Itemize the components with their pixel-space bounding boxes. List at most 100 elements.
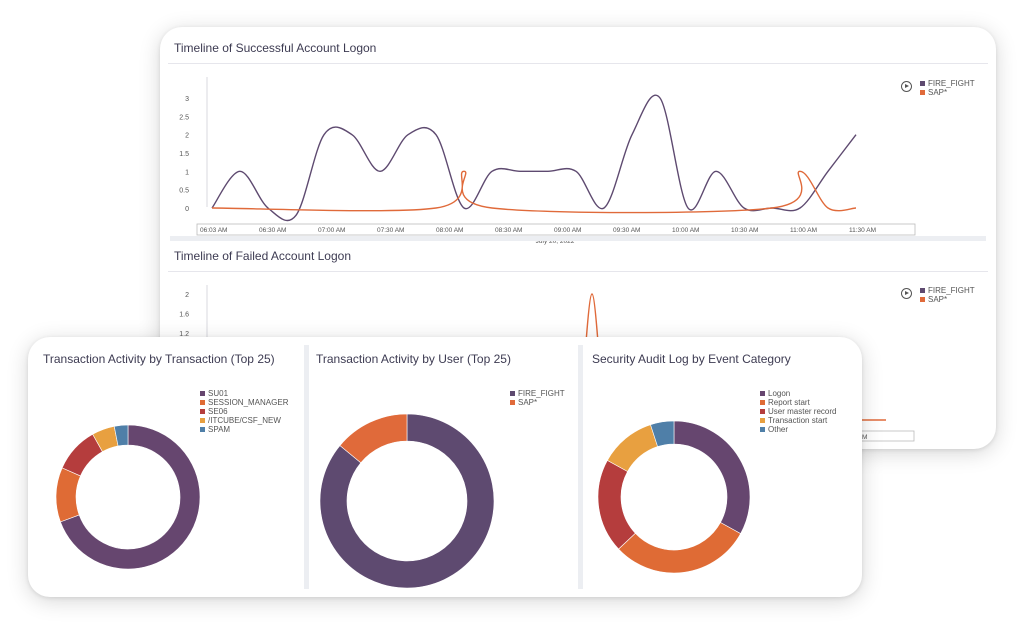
x-tick-label: 09:30 AM xyxy=(613,227,640,234)
legend-label: Report start xyxy=(768,398,810,407)
donut-slice-report-start xyxy=(618,522,742,574)
legend-item[interactable]: SE06 xyxy=(200,407,288,416)
panel-separator xyxy=(578,345,583,589)
legend-item[interactable]: Logon xyxy=(760,389,836,398)
y-tick-label: 1.5 xyxy=(179,151,189,158)
failed-legend: FIRE_FIGHT SAP* xyxy=(920,286,975,304)
x-tick-label: 09:00 AM xyxy=(554,227,581,234)
x-tick-label: 07:00 AM xyxy=(318,227,345,234)
legend-item[interactable]: FIRE_FIGHT xyxy=(920,286,975,295)
success-line-chart: 3 2.5 2 1.5 1 0.5 0 06:03 AM 06:30 AM 07:00 AM 07:… xyxy=(179,77,916,245)
audit-chart-title: Security Audit Log by Event Category xyxy=(592,352,791,366)
legend-label: User master record xyxy=(768,407,837,416)
section-separator xyxy=(170,236,986,241)
legend-item[interactable]: SAP* xyxy=(920,88,975,97)
legend-item[interactable]: SESSION_MANAGER xyxy=(200,398,288,407)
x-tick-label: 08:00 AM xyxy=(436,227,463,234)
activity-card: Transaction Activity by Transaction (Top… xyxy=(28,337,862,597)
legend-item[interactable]: FIRE_FIGHT xyxy=(510,389,565,398)
y-tick-label: 3 xyxy=(185,96,189,103)
donut-slice-transaction-start xyxy=(606,424,659,472)
donut-slice-session-manager xyxy=(55,467,81,523)
legend-item[interactable]: FIRE_FIGHT xyxy=(920,79,975,88)
user-legend: FIRE_FIGHT SAP* xyxy=(510,389,565,407)
legend-swatch xyxy=(200,427,205,432)
x-tick-label: 11:00 AM xyxy=(790,227,817,234)
y-tick-label: 0 xyxy=(185,206,189,213)
panel-separator xyxy=(304,345,309,589)
x-axis-box xyxy=(859,430,915,442)
success-legend: FIRE_FIGHT SAP* xyxy=(920,79,975,97)
x-tick-label: 07:30 AM xyxy=(377,227,404,234)
legend-swatch xyxy=(920,90,925,95)
legend-swatch xyxy=(760,400,765,405)
donut-slice-su01 xyxy=(60,424,201,570)
legend-swatch xyxy=(510,391,515,396)
title-divider xyxy=(168,63,988,64)
legend-item[interactable]: SU01 xyxy=(200,389,288,398)
play-icon[interactable] xyxy=(901,81,912,92)
legend-label: SPAM xyxy=(208,425,231,434)
user-donut xyxy=(319,413,495,589)
title-divider xyxy=(168,271,988,272)
legend-label: SAP* xyxy=(928,295,948,304)
legend-item[interactable]: /ITCUBE/CSF_NEW xyxy=(200,416,288,425)
legend-item[interactable]: SAP* xyxy=(510,398,565,407)
legend-item[interactable]: User master record xyxy=(760,407,836,416)
legend-label: Other xyxy=(768,425,789,434)
legend-swatch xyxy=(760,427,765,432)
x-axis-box xyxy=(196,223,916,236)
x-axis-label: July 20, 2022 xyxy=(536,238,575,245)
legend-label: SAP* xyxy=(928,88,948,97)
donut-slice-logon xyxy=(673,420,751,535)
fire-fight-series-line xyxy=(211,94,857,222)
x-tick-label: 10:30 AM xyxy=(731,227,758,234)
legend-item[interactable]: SPAM xyxy=(200,425,288,434)
user-chart-title: Transaction Activity by User (Top 25) xyxy=(316,352,511,366)
legend-item[interactable]: SAP* xyxy=(920,295,975,304)
legend-label: SU01 xyxy=(208,389,229,398)
x-tick-label: 06:03 AM xyxy=(200,227,227,234)
x-tick-label: 06:30 AM xyxy=(259,227,286,234)
y-tick-label: 1.6 xyxy=(179,312,189,319)
legend-swatch xyxy=(760,409,765,414)
audit-legend: Logon Report start User master record Tr… xyxy=(760,389,836,434)
legend-swatch xyxy=(920,81,925,86)
legend-swatch xyxy=(200,409,205,414)
legend-item[interactable]: Transaction start xyxy=(760,416,836,425)
legend-swatch xyxy=(920,297,925,302)
legend-swatch xyxy=(920,288,925,293)
legend-label: SE06 xyxy=(208,407,228,416)
transaction-donut xyxy=(55,424,201,570)
x-tick-label: 11:30 AM xyxy=(849,227,876,234)
y-tick-label: 0.5 xyxy=(179,188,189,195)
audit-donut xyxy=(597,420,751,574)
x-tick-label: 08:30 AM xyxy=(495,227,522,234)
play-icon[interactable] xyxy=(901,288,912,299)
legend-item[interactable]: Report start xyxy=(760,398,836,407)
transaction-legend: SU01 SESSION_MANAGER SE06 /ITCUBE/CSF_NE… xyxy=(200,389,288,434)
legend-swatch xyxy=(760,391,765,396)
donut-slice-fire-fight xyxy=(319,413,495,589)
legend-label: Transaction start xyxy=(768,416,828,425)
transaction-chart-title: Transaction Activity by Transaction (Top… xyxy=(43,352,275,366)
failed-chart-title: Timeline of Failed Account Logon xyxy=(174,249,351,263)
donut-slice-user-master-record xyxy=(597,459,636,550)
legend-swatch xyxy=(760,418,765,423)
legend-label: FIRE_FIGHT xyxy=(928,79,975,88)
y-tick-label: 2 xyxy=(185,133,189,140)
donut-slice-sap xyxy=(339,413,408,464)
x-tick-label: M xyxy=(862,434,867,441)
success-chart-title: Timeline of Successful Account Logon xyxy=(174,41,377,55)
y-tick-label: 1 xyxy=(185,169,189,176)
legend-swatch xyxy=(200,400,205,405)
legend-swatch xyxy=(510,400,515,405)
legend-label: SAP* xyxy=(518,398,538,407)
y-tick-label: 2.5 xyxy=(179,114,189,121)
legend-label: FIRE_FIGHT xyxy=(928,286,975,295)
legend-label: Logon xyxy=(768,389,791,398)
x-tick-label: 10:00 AM xyxy=(672,227,699,234)
legend-item[interactable]: Other xyxy=(760,425,836,434)
legend-label: FIRE_FIGHT xyxy=(518,389,565,398)
y-tick-label: 2 xyxy=(185,292,189,299)
